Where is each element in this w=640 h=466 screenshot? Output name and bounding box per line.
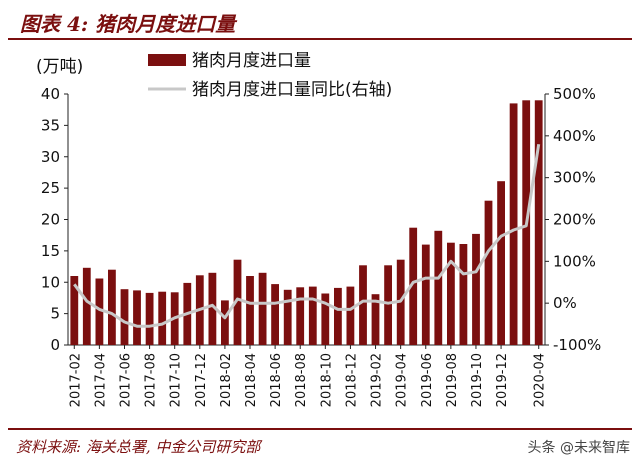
x-tick-label-2018-02: 2018-02: [219, 353, 234, 407]
y-ticks: 0 5 10 15 20 25 30 35 40: [41, 85, 68, 354]
yoy-line-path: [73, 143, 541, 328]
bar-2017-06: [120, 289, 129, 345]
y2-tick-label--100%: -100%: [553, 336, 601, 354]
bar-2018-04: [246, 276, 254, 345]
y2-ticks: -100% 0% 100% 200% 300% 400% 500%: [545, 85, 601, 354]
chart-title: 图表 4: 猪肉月度进口量: [20, 12, 236, 36]
x-tick-label-2018-04: 2018-04: [244, 353, 259, 407]
bar-2018-08: [296, 287, 305, 345]
x-tick-label-2017-12: 2017-12: [194, 353, 209, 407]
y-tick-label-5: 5: [50, 305, 60, 323]
bar-2017-03: [82, 267, 91, 345]
x-tick-label-2019-08: 2019-08: [445, 353, 460, 407]
bar-2017-07: [133, 290, 141, 345]
bar-2019-09: [459, 244, 468, 345]
footer-rule: [8, 428, 632, 430]
x-tick-label-2019-06: 2019-06: [420, 353, 435, 407]
y-tick-label-10: 10: [41, 273, 60, 291]
x-tick-label-2017-06: 2017-06: [119, 353, 134, 407]
y-tick-label-25: 25: [41, 179, 60, 197]
x-tick-label-2018-06: 2018-06: [269, 353, 284, 407]
bar-2019-12: [497, 181, 505, 345]
bar-2020-01: [509, 103, 518, 346]
bar-2017-04: [95, 278, 104, 345]
bar-2018-09: [308, 286, 317, 345]
legend-bar-label: 猪肉月度进口量: [192, 51, 311, 71]
y2-tick-label-400%: 400%: [553, 127, 596, 145]
bar-2018-02: [221, 300, 229, 345]
bar-2020-04: [534, 100, 543, 345]
legend-bar-swatch: [148, 54, 186, 66]
bar-2018-03: [233, 259, 242, 345]
y2-tick-label-500%: 500%: [553, 85, 596, 103]
x-tick-label-2019-02: 2019-02: [370, 353, 385, 407]
bar-2018-01: [208, 272, 217, 345]
y2-tick-label-200%: 200%: [553, 211, 596, 229]
y2-tick-label-0%: 0%: [553, 294, 577, 312]
x-tick-label-2017-10: 2017-10: [169, 353, 184, 407]
bar-2017-09: [158, 291, 167, 345]
bar-2019-07: [434, 230, 443, 345]
bar-2019-06: [421, 244, 430, 345]
x-tick-label-2019-10: 2019-10: [470, 353, 485, 407]
y-tick-label-35: 35: [41, 116, 60, 134]
legend: 猪肉月度进口量 猪肉月度进口量同比(右轴): [148, 51, 392, 100]
source-note: 资料来源: 海关总署, 中金公司研究部: [16, 438, 261, 456]
bar-2018-07: [283, 289, 292, 345]
x-tick-label-2018-10: 2018-10: [319, 353, 334, 407]
title-rule: [8, 38, 632, 40]
bar-2019-03: [384, 265, 392, 345]
y2-tick-label-100%: 100%: [553, 252, 596, 270]
bar-2017-08: [145, 292, 154, 345]
y-tick-label-15: 15: [41, 242, 60, 260]
bar-2018-12: [346, 286, 355, 345]
bars: [70, 100, 543, 346]
y-axis-unit-label: (万吨): [36, 57, 83, 77]
y2-tick-label-300%: 300%: [553, 169, 596, 187]
x-tick-label-2017-02: 2017-02: [68, 353, 83, 407]
x-tick-label-2019-12: 2019-12: [495, 353, 510, 407]
x-tick-label-2018-08: 2018-08: [294, 353, 309, 407]
x-tick-label-2017-04: 2017-04: [93, 353, 108, 407]
bar-2019-05: [409, 227, 418, 345]
bar-2019-01: [359, 265, 367, 345]
y-tick-label-20: 20: [41, 211, 60, 229]
yoy-line: [73, 143, 541, 328]
bar-2019-10: [472, 233, 480, 345]
bar-2019-11: [484, 200, 493, 345]
watermark: 头条 @未来智库: [528, 437, 630, 457]
bar-2018-11: [334, 287, 342, 345]
x-tick-label-2018-12: 2018-12: [344, 353, 359, 407]
bar-2017-05: [108, 269, 116, 345]
x-tick-label-2019-04: 2019-04: [395, 353, 410, 407]
y-tick-label-30: 30: [41, 148, 60, 166]
bar-2018-06: [271, 284, 279, 345]
bar-2019-02: [371, 294, 380, 345]
bar-2019-08: [447, 242, 455, 345]
y-tick-label-0: 0: [50, 336, 60, 354]
bar-2018-05: [258, 272, 267, 345]
legend-line-label: 猪肉月度进口量同比(右轴): [192, 80, 392, 100]
x-tick-label-2017-08: 2017-08: [144, 353, 159, 407]
x-tick-label-2020-04: 2020-04: [533, 353, 548, 407]
chart-svg: 猪肉月度进口量 猪肉月度进口量同比(右轴) (万吨) 0 5 10 15 20 25 30 3…: [36, 51, 601, 407]
x-ticks: 2017-02 2017-04 2017-06 2017-08 2017-10 2017-…: [68, 345, 548, 407]
y-tick-label-40: 40: [41, 85, 60, 103]
bar-2017-02: [70, 276, 79, 345]
bar-2018-10: [321, 293, 330, 345]
watermark-text: 头条 @未来智库: [527, 440, 630, 456]
